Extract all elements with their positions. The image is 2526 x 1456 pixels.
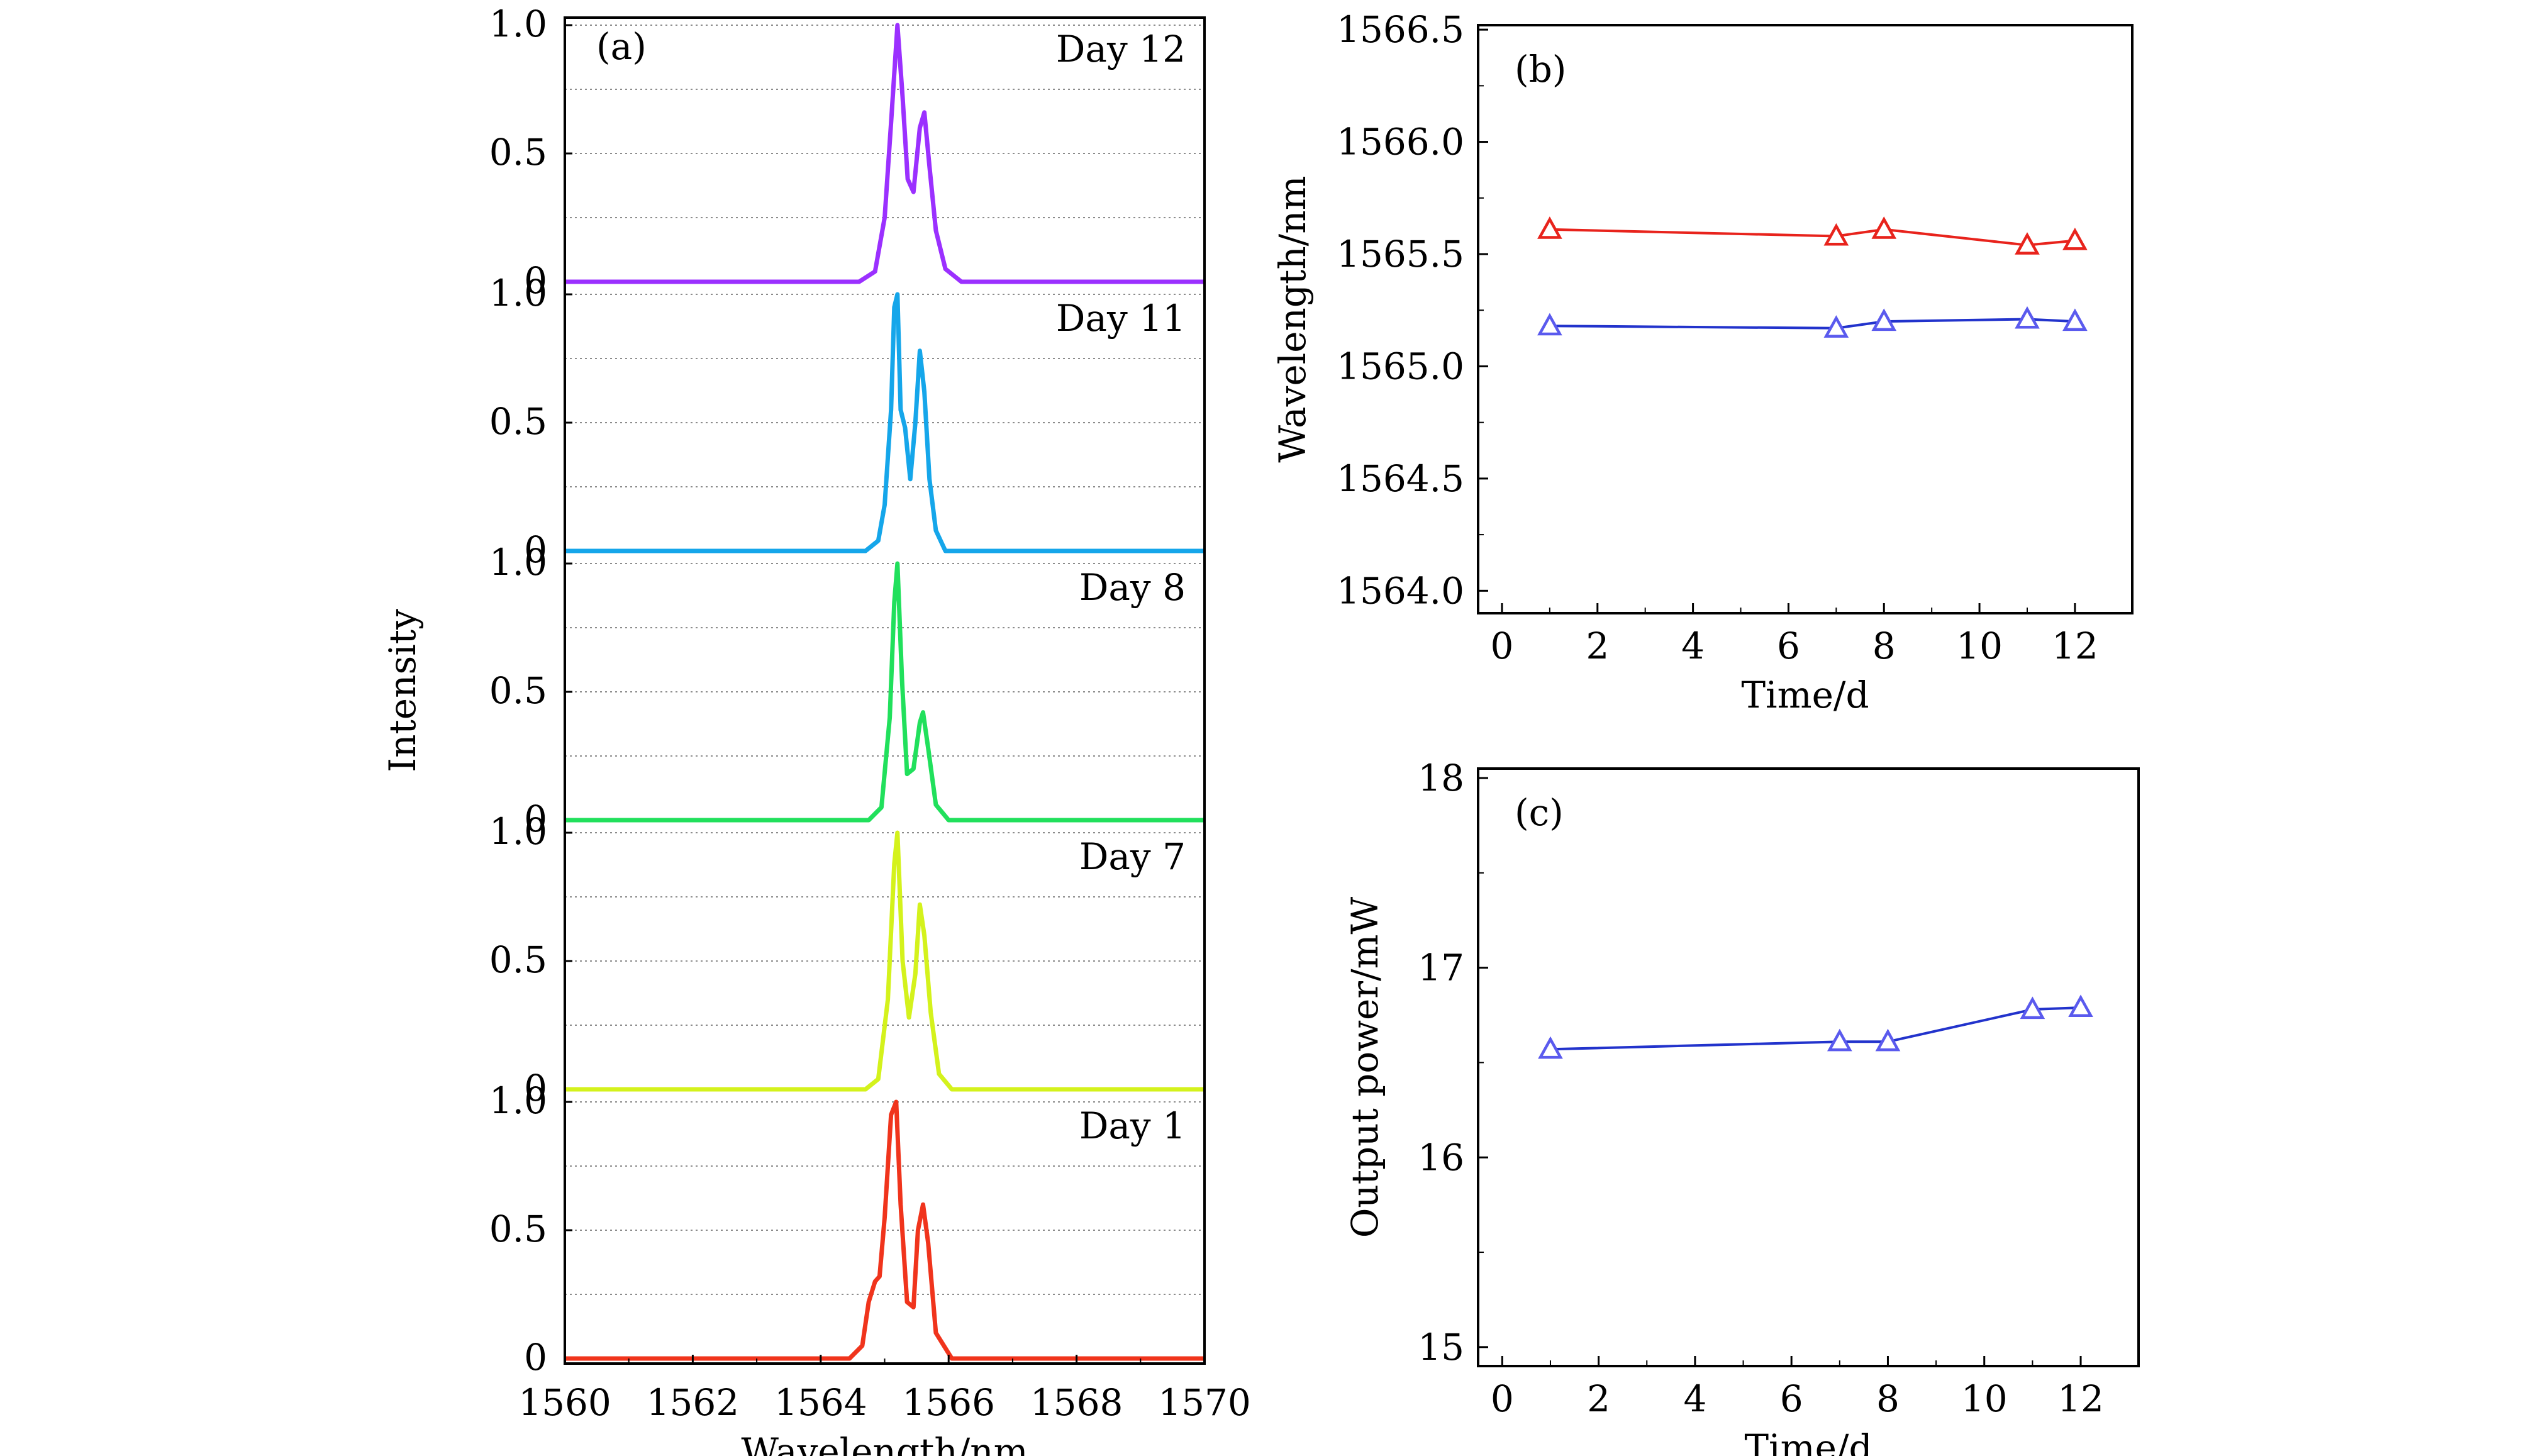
data-point-c-0-1 (1827, 1028, 1852, 1052)
y-tick-label-day-8-1: 0.5 (489, 669, 547, 712)
x-tick-label-c-5: 10 (1961, 1377, 2008, 1420)
y-tick-label-day-12-1: 0.5 (489, 131, 547, 174)
panel-a-spectra-chart: 0 0.5 1.0 Day 12 0 0.5 1.0 Day 11 0 0.5 1.0 Day 8 0 0… (381, 3, 1251, 1456)
y-tick-label-day-12-2: 1.0 (489, 3, 547, 45)
spectrum-line-day-12 (565, 23, 1205, 284)
y-tick-label-day-7-0: 0 (524, 1067, 547, 1109)
x-tick-label-a-4: 1568 (1030, 1381, 1123, 1424)
spectrum-line-day-7 (565, 830, 1205, 1092)
series-label-day-1: Day 1 (1079, 1104, 1186, 1147)
y-tick-label-day-11-0: 0 (524, 528, 547, 571)
y-tick-label-b-5: 1566.5 (1337, 8, 1464, 51)
x-tick-label-b-3: 6 (1777, 625, 1800, 667)
y-tick-label-day-7-1: 0.5 (489, 938, 547, 981)
series-label-day-12: Day 12 (1056, 28, 1186, 70)
data-point-b-1-4 (2062, 308, 2088, 331)
panel-c-output-power-chart: 0 2 4 6 8 10 12 15 16 17 18 Time/d Output power/mW (c… (1344, 757, 2140, 1456)
y-tick-label-b-0: 1564.0 (1337, 569, 1464, 612)
y-axis-label-a: Intensity (381, 609, 424, 772)
spectrum-line-day-11 (565, 292, 1205, 553)
x-tick-label-c-0: 0 (1491, 1377, 1514, 1420)
x-tick-label-a-5: 1570 (1158, 1381, 1251, 1424)
panel-b-frame (1477, 24, 2134, 614)
y-tick-label-c-1: 16 (1418, 1136, 1464, 1179)
data-point-b-0-1 (1823, 223, 1849, 246)
panel-label-c: (c) (1515, 791, 1564, 834)
x-tick-label-a-3: 1566 (902, 1381, 995, 1424)
x-tick-label-b-4: 8 (1872, 625, 1896, 667)
data-point-b-0-4 (2062, 227, 2088, 250)
x-tick-label-b-5: 10 (1956, 625, 2003, 667)
y-tick-label-day-8-2: 1.0 (489, 541, 547, 584)
x-axis-label-b: Time/d (1741, 674, 1869, 716)
series-line-b-1 (1549, 318, 2075, 330)
series-line-b-0 (1549, 228, 2076, 247)
y-tick-label-day-11-1: 0.5 (489, 400, 547, 443)
y-tick-label-c-2: 17 (1418, 947, 1464, 989)
y-tick-label-c-3: 18 (1418, 757, 1464, 799)
series-label-day-11: Day 11 (1056, 297, 1186, 340)
y-tick-label-day-1-2: 1.0 (489, 1079, 547, 1122)
series-label-day-8: Day 8 (1079, 566, 1186, 609)
y-tick-label-day-8-0: 0 (524, 797, 547, 840)
data-point-c-0-4 (2068, 994, 2093, 1018)
data-point-c-0-2 (1875, 1028, 1901, 1052)
data-point-b-1-2 (1871, 308, 1897, 331)
y-tick-label-b-4: 1566.0 (1337, 121, 1464, 164)
y-tick-label-day-12-0: 0 (524, 259, 547, 302)
x-axis-label-c: Time/d (1744, 1426, 1872, 1456)
y-tick-label-c-0: 15 (1418, 1326, 1464, 1369)
data-point-c-0-0 (1538, 1036, 1563, 1059)
x-tick-label-a-1: 1562 (647, 1381, 740, 1424)
y-axis-label-c: Output power/mW (1344, 896, 1386, 1238)
y-tick-label-day-1-1: 0.5 (489, 1208, 547, 1250)
y-tick-label-day-7-2: 1.0 (489, 810, 547, 853)
data-point-c-0-3 (2020, 996, 2045, 1020)
x-tick-label-a-2: 1564 (774, 1381, 867, 1424)
spectrum-line-day-1 (565, 1099, 1205, 1361)
data-point-b-0-2 (1871, 216, 1897, 239)
x-tick-label-b-6: 12 (2052, 625, 2098, 667)
y-tick-label-b-3: 1565.5 (1337, 233, 1464, 275)
data-point-b-0-3 (2015, 232, 2040, 255)
y-tick-label-day-11-2: 1.0 (489, 272, 547, 314)
panel-label-b: (b) (1515, 48, 1566, 91)
series-line-c-0 (1550, 1006, 2081, 1051)
data-point-b-1-1 (1823, 315, 1849, 338)
y-tick-label-b-1: 1564.5 (1337, 457, 1464, 500)
panel-b-wavelength-chart: 0 2 4 6 8 10 12 1564.0 1564.5 1565.0 1565.5 1566.0 1… (1271, 8, 2134, 716)
y-axis-label-b: Wavelength/nm (1271, 175, 1314, 462)
data-point-b-1-3 (2015, 306, 2040, 329)
y-tick-label-day-1-0: 0 (524, 1336, 547, 1379)
panel-c-frame (1477, 767, 2140, 1367)
panel-label-a: (a) (596, 25, 647, 68)
x-tick-label-a-0: 1560 (518, 1381, 611, 1424)
x-tick-label-c-6: 12 (2057, 1377, 2104, 1420)
series-label-day-7: Day 7 (1079, 835, 1186, 878)
x-axis-label-a: Wavelength/nm (741, 1430, 1028, 1456)
x-tick-label-b-1: 2 (1586, 625, 1609, 667)
x-tick-label-c-3: 6 (1780, 1377, 1803, 1420)
x-tick-label-b-0: 0 (1491, 625, 1514, 667)
data-point-b-0-0 (1537, 216, 1562, 239)
x-tick-label-c-2: 4 (1683, 1377, 1706, 1420)
spectrum-line-day-8 (565, 561, 1205, 823)
data-point-b-1-0 (1537, 313, 1562, 336)
y-tick-label-b-2: 1565.0 (1337, 345, 1464, 387)
x-tick-label-c-1: 2 (1587, 1377, 1610, 1420)
x-tick-label-b-2: 4 (1681, 625, 1705, 667)
x-tick-label-c-4: 8 (1876, 1377, 1900, 1420)
